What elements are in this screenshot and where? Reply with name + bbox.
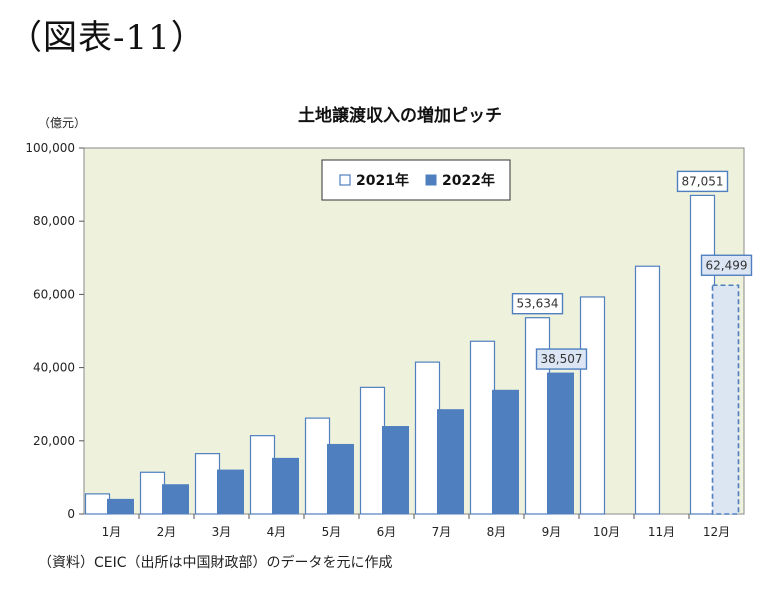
y-tick-label: 40,000	[33, 361, 75, 375]
x-tick-label: 8月	[487, 525, 507, 539]
bar-2022	[547, 372, 574, 515]
y-tick-label: 20,000	[33, 434, 75, 448]
bar-2021	[249, 435, 276, 515]
bar-2021	[634, 265, 661, 515]
y-tick-label: 100,000	[25, 141, 75, 155]
value-callout-label: 62,499	[706, 258, 748, 272]
legend-label-2021: 2021年	[356, 172, 409, 189]
y-tick-label: 0	[67, 507, 75, 521]
bar-2022-estimate	[711, 284, 740, 515]
legend-box	[321, 159, 511, 201]
bar-2021	[524, 317, 551, 515]
x-tick-label: 12月	[703, 525, 730, 539]
bar-2021	[469, 340, 496, 515]
source-note: （資料）CEIC（出所は中国財政部）のデータを元に作成	[38, 555, 393, 571]
bar-2022	[327, 443, 354, 515]
bar-2021	[579, 296, 606, 515]
bar-2021	[139, 471, 166, 515]
value-callout-label: 87,051	[682, 174, 724, 188]
bar-2022	[272, 457, 299, 515]
bar-2021	[689, 194, 716, 515]
x-tick-label: 6月	[377, 525, 397, 539]
y-tick-label: 80,000	[33, 214, 75, 228]
x-tick-label: 9月	[542, 525, 562, 539]
value-callout-box	[511, 292, 564, 315]
bar-2021	[304, 417, 331, 515]
bar-2022	[382, 426, 409, 515]
bar-2022	[217, 469, 244, 515]
x-tick-label: 7月	[432, 525, 452, 539]
plot-background	[83, 147, 745, 515]
x-tick-label: 1月	[102, 525, 122, 539]
value-callout-label: 53,634	[517, 297, 559, 311]
bar-2022	[107, 498, 134, 515]
x-tick-label: 11月	[648, 525, 675, 539]
legend-label-2022: 2022年	[442, 172, 495, 189]
figure-label: （図表-11）	[8, 18, 206, 58]
value-callout-box	[535, 348, 588, 370]
x-tick-label: 3月	[212, 525, 232, 539]
chart-title: 土地譲渡収入の増加ピッチ	[298, 105, 502, 126]
x-tick-label: 4月	[267, 525, 287, 539]
value-callout-box	[700, 254, 753, 276]
x-tick-label: 5月	[322, 525, 342, 539]
value-callout-label: 38,507	[541, 352, 583, 366]
bar-2021	[84, 493, 111, 515]
bar-2021	[359, 386, 386, 515]
x-tick-label: 10月	[593, 525, 620, 539]
legend-swatch-2022	[425, 174, 437, 186]
bar-2021	[194, 453, 221, 515]
bar-2022	[162, 484, 189, 515]
value-callout-box	[676, 170, 729, 193]
y-tick-label: 60,000	[33, 287, 75, 301]
bar-2021	[414, 361, 441, 515]
legend-swatch-2021	[339, 174, 351, 186]
bar-2022	[492, 389, 519, 515]
x-tick-label: 2月	[157, 525, 177, 539]
plot-area: 0 20,000 40,000 60,000 80,000 100,000 1月 2月 3月 4月…	[25, 141, 753, 539]
bar-2022	[437, 409, 464, 515]
y-axis-unit-label: （億元）	[38, 116, 86, 130]
